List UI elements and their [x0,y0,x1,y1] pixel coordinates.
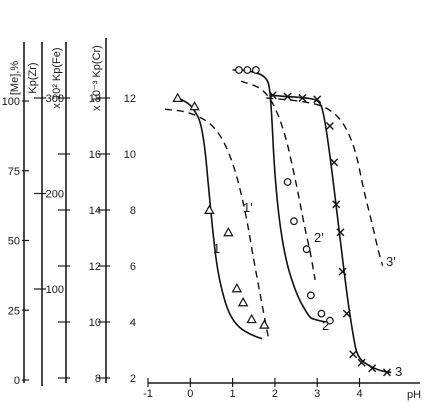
series-3-line [240,80,316,281]
y-axis-4-tick-label-4: 10 [124,149,136,161]
series-4-marker-6 [332,200,341,209]
series-2-marker-0 [235,66,243,74]
series-4-marker-7 [336,228,345,237]
y-axis-4-tick-label-2: 6 [130,261,136,273]
series-4-line [270,94,392,374]
y-axis-1-tick-label-4: 100 [2,96,20,108]
series-2-line [232,69,326,323]
x-axis-tick-label-5: 4 [356,388,362,400]
series-4-marker-9 [342,309,351,318]
series-0-marker-1 [189,100,200,111]
series-0-marker-2 [204,204,215,214]
y-axis-1-tick-label-1: 25 [8,305,20,317]
y-axis-3-tick-label-2: 12 [89,261,101,273]
series-4-label: 3 [395,364,402,379]
y-axis-1-tick-label-2: 50 [8,236,20,248]
series-0-marker-6 [246,313,257,324]
series-4-marker-1 [283,92,292,101]
y-axis-4-tick-label-5: 12 [124,93,136,105]
y-axis-3-tick-label-1: 10 [89,317,101,329]
series-2-label: 2 [322,318,329,333]
series-2-marker-1 [243,66,252,74]
series-1-label: 1' [243,200,253,215]
y-axis-2-tick-label-1: 200 [46,189,64,201]
series-5-label: 3' [386,254,396,269]
x-axis-tick-label-0: -1 [143,388,153,400]
series-3-label: 2' [314,230,324,245]
series-5-line [266,97,384,267]
series-0-marker-7 [259,319,270,329]
series-4-marker-13 [383,368,391,377]
series-2-marker-8 [325,316,334,325]
series-4-marker-11 [357,358,366,367]
series-0-marker-3 [223,226,234,237]
curves-layer [164,69,392,374]
x-axis-title: pH [407,389,421,401]
series-4-marker-12 [368,364,377,373]
y-axis-2-tick-label-2: 300 [46,93,64,105]
series-2-marker-6 [306,291,315,300]
series-4-marker-0 [268,91,277,100]
y-axis-1-tick-label-0: 0 [14,375,20,387]
y-axis-2-tick-label-0: 100 [46,284,64,296]
series-2-marker-3 [283,178,292,186]
series-4-marker-10 [349,350,358,359]
x-axis-tick-label-2: 1 [230,388,236,400]
markers-layer [172,66,391,377]
series-0-line [177,97,263,340]
series-0-marker-4 [231,282,243,293]
y-axis-1-tick-label-3: 75 [8,166,20,178]
series-2-marker-5 [302,245,311,254]
y-axis-3-tick-label-3: 14 [89,205,101,217]
series-4-marker-4 [325,122,334,130]
y-axis-3-tick-label-5: 18 [89,93,101,105]
axes-layer [22,38,420,387]
series-0-marker-0 [172,92,183,102]
y-axis-4-tick-label-1: 4 [130,317,136,329]
y-axis-3-tick-label-0: 8 [95,373,101,385]
series-2-marker-7 [317,309,326,318]
y-axis-4-tick-label-3: 8 [130,205,136,217]
x-axis-tick-label-3: 2 [272,388,278,400]
series-4-marker-2 [298,94,307,102]
y-axis-3-tick-label-4: 16 [89,149,101,161]
series-2-marker-4 [290,217,298,226]
y-axis-3-title: x 10² Kp(Fe) [51,47,63,108]
series-4-marker-8 [338,267,347,276]
y-axis-1-title: [Me],% [9,61,21,95]
y-axis-4-tick-label-0: 2 [130,373,136,385]
y-axis-4-title: x 10⁻³ Kp(Cr) [91,45,103,111]
y-axis-2-title: Kp(Zr) [27,62,39,93]
series-4-marker-5 [330,158,339,167]
series-0-marker-5 [237,296,249,307]
series-2-marker-2 [251,66,260,74]
series-0-label: 1 [213,241,220,256]
series-4-marker-3 [313,95,322,104]
series-1-line [164,108,270,339]
x-axis-tick-label-4: 3 [314,388,320,400]
x-axis-tick-label-1: 0 [187,388,193,400]
